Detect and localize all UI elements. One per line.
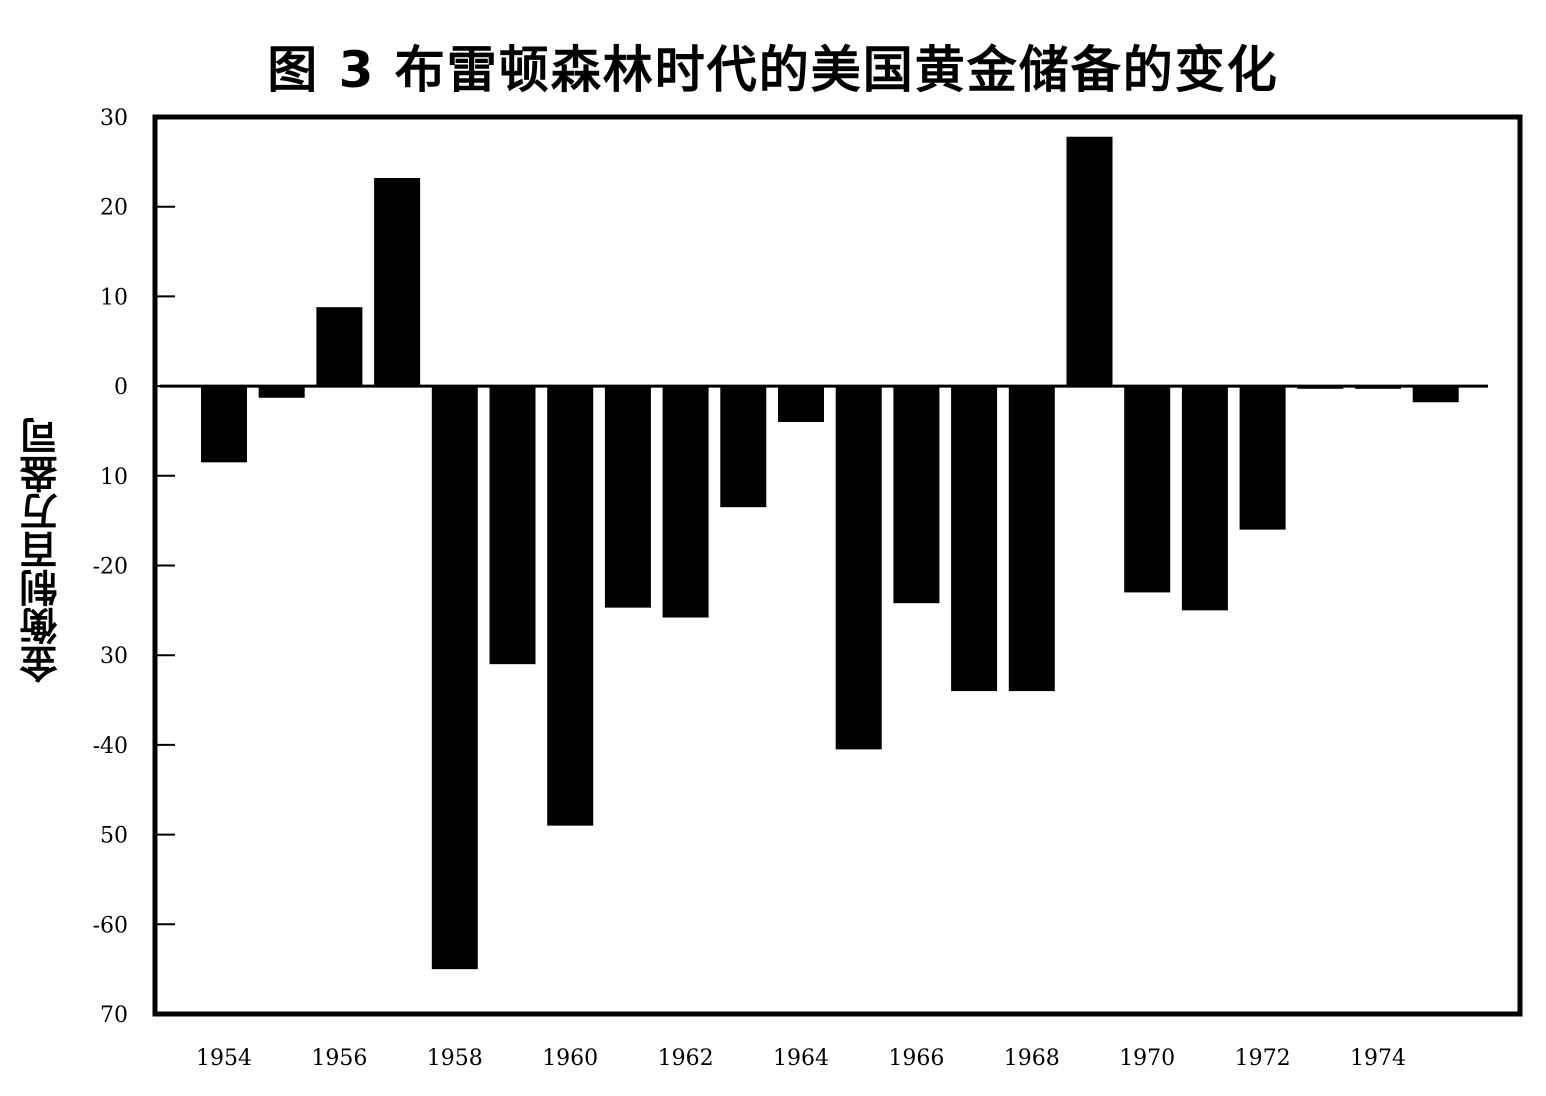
bar-1955 (258, 386, 305, 398)
y-tick-label: 0 (114, 375, 128, 400)
bar-1970 (1124, 386, 1171, 593)
x-tick-label: 1962 (658, 1046, 714, 1071)
bar-1969 (1066, 136, 1113, 387)
x-tick-label: 1958 (427, 1046, 483, 1071)
y-tick-label: -20 (93, 555, 128, 580)
x-tick-label: 1966 (888, 1046, 944, 1071)
x-axis-ticks: 1954 1956 1958 1960 1962 1964 1966 1968 1970 1972… (196, 1046, 1406, 1071)
bar-1956 (316, 307, 363, 387)
y-axis-ticks: 30 20 10 0 10 -20 30 -40 50 -60 70 (93, 106, 175, 1028)
y-tick-label: -60 (93, 913, 128, 938)
x-tick-label: 1968 (1004, 1046, 1060, 1071)
x-tick-label: 1960 (542, 1046, 598, 1071)
x-tick-label: 1970 (1119, 1046, 1175, 1071)
bar-1972 (1239, 386, 1286, 530)
y-tick-label: -40 (93, 734, 128, 759)
chart-title: 图 3 布雷顿森林时代的美国黄金储备的变化 (267, 41, 1279, 99)
bar-1966 (893, 386, 940, 604)
bar-1963 (720, 386, 767, 508)
bar-1957 (374, 177, 421, 387)
x-tick-label: 1956 (311, 1046, 367, 1071)
bar-1971 (1181, 386, 1228, 611)
bar-1959 (489, 386, 536, 665)
x-tick-label: 1954 (196, 1046, 252, 1071)
x-tick-label: 1972 (1235, 1046, 1291, 1071)
bar-1965 (835, 386, 882, 750)
y-tick-label: 30 (100, 644, 128, 669)
bar-1962 (662, 386, 709, 618)
bar-1954 (201, 386, 247, 463)
bar-1968 (1008, 386, 1055, 692)
y-tick-label: 50 (100, 824, 128, 849)
bar-1958 (431, 386, 478, 970)
bar-1967 (951, 386, 998, 692)
bars (201, 136, 1459, 970)
bar-1960 (547, 386, 594, 826)
y-tick-label: 30 (100, 106, 128, 131)
x-tick-label: 1964 (773, 1046, 829, 1071)
y-tick-label: 70 (100, 1003, 128, 1028)
bar-1964 (778, 386, 824, 422)
bar-1961 (604, 386, 651, 608)
y-tick-label: 20 (100, 196, 128, 221)
y-tick-label: 10 (100, 465, 128, 490)
y-tick-label: 10 (100, 285, 128, 310)
bar-1975 (1412, 386, 1459, 403)
x-tick-label: 1974 (1350, 1046, 1406, 1071)
